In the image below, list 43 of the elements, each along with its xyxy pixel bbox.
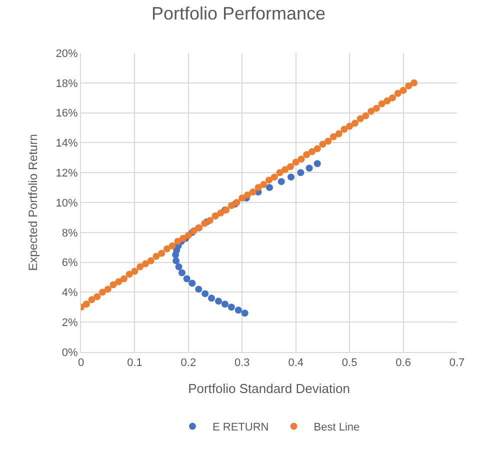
- x-tick-label: 0.6: [396, 357, 411, 370]
- y-axis-title: Expected Portfolio Return: [26, 134, 40, 271]
- point: [314, 160, 321, 168]
- x-axis-title: Portfolio Standard Deviation: [188, 380, 350, 396]
- point: [306, 164, 313, 172]
- x-tick-label: 0.1: [127, 357, 142, 370]
- y-tick-label: 4%: [62, 287, 78, 300]
- x-tick-label: 0.4: [288, 357, 304, 370]
- point: [297, 169, 304, 176]
- point: [221, 300, 228, 308]
- y-tick-label: 2%: [62, 316, 78, 329]
- y-tick-label: 16%: [56, 108, 78, 120]
- point: [188, 280, 196, 287]
- legend-label: E RETURN: [212, 422, 269, 434]
- y-tick-label: 12%: [56, 167, 78, 180]
- point: [172, 257, 180, 264]
- x-tick-label: 0.2: [180, 357, 196, 370]
- y-tick-label: 18%: [56, 78, 78, 90]
- chart-title: Portfolio Performance: [151, 3, 326, 24]
- point: [178, 269, 186, 276]
- y-tick-label: 10%: [56, 197, 78, 210]
- legend-label: Best Line: [314, 422, 360, 434]
- point: [288, 174, 295, 181]
- y-tick-label: 8%: [62, 227, 78, 240]
- point: [215, 298, 222, 305]
- y-tick-label: 0%: [62, 346, 78, 359]
- x-tick-label: 0.7: [449, 357, 465, 370]
- point: [234, 306, 242, 314]
- y-tick-label: 20%: [56, 48, 78, 60]
- x-tick-label: 0: [78, 357, 84, 370]
- point: [228, 304, 235, 311]
- y-tick-label: 14%: [56, 138, 78, 150]
- point: [241, 310, 248, 317]
- point: [266, 184, 274, 192]
- x-tick-label: 0.5: [342, 357, 358, 370]
- y-tick-label: 6%: [62, 257, 78, 270]
- point: [175, 263, 182, 270]
- point: [195, 286, 202, 293]
- point: [278, 178, 285, 186]
- point: [183, 275, 190, 282]
- x-tick-label: 0.3: [234, 357, 250, 370]
- point: [202, 290, 209, 298]
- point: [208, 294, 216, 302]
